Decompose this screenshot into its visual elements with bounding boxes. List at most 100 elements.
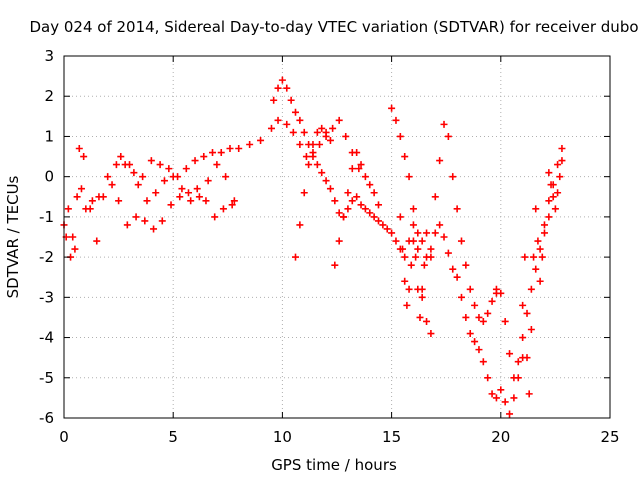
data-point (379, 221, 387, 229)
data-point (289, 128, 297, 136)
data-point (123, 221, 131, 229)
x-tick-label: 0 (59, 428, 69, 446)
data-point (540, 229, 548, 237)
y-axis-label: SDTVAR / TECUs (4, 175, 22, 298)
data-point (331, 261, 339, 269)
data-point (313, 128, 321, 136)
data-point (169, 173, 177, 181)
data-point (344, 189, 352, 197)
data-point (335, 209, 343, 217)
data-point (202, 197, 210, 205)
data-point (549, 193, 557, 201)
series-trace-c (115, 185, 236, 233)
data-point (219, 205, 227, 213)
data-point (488, 390, 496, 398)
data-point (86, 205, 94, 213)
axis-ticks: 0 5 10 15 20 25 -6 -5 -4 -3 -2 -1 0 1 2 3 (39, 47, 620, 446)
y-tick-label: 0 (44, 168, 54, 186)
data-point (457, 293, 465, 301)
data-point (187, 197, 195, 205)
data-point (213, 161, 221, 169)
data-point (165, 165, 173, 173)
data-point (313, 161, 321, 169)
data-point (506, 350, 514, 358)
data-point (497, 289, 505, 297)
data-point (479, 358, 487, 366)
data-point (287, 96, 295, 104)
data-point (141, 217, 149, 225)
data-point (278, 76, 286, 84)
data-point (274, 116, 282, 124)
data-point (405, 285, 413, 293)
data-point (115, 197, 123, 205)
series-trace-g (331, 149, 382, 269)
data-point (283, 120, 291, 128)
data-point (267, 124, 275, 132)
data-point (475, 313, 483, 321)
data-point (492, 285, 500, 293)
data-point (414, 245, 422, 253)
y-tick-label: -3 (39, 288, 54, 306)
data-point (492, 394, 500, 402)
data-point (453, 205, 461, 213)
data-point (484, 309, 492, 317)
data-point (147, 157, 155, 165)
data-point (283, 84, 291, 92)
data-point (501, 398, 509, 406)
data-point (409, 205, 417, 213)
data-point (558, 157, 566, 165)
data-point (558, 145, 566, 153)
data-point (77, 185, 85, 193)
data-point (300, 189, 308, 197)
data-point (167, 201, 175, 209)
y-tick-label: -2 (39, 248, 54, 266)
data-point (156, 161, 164, 169)
data-point (88, 197, 96, 205)
data-point (329, 124, 337, 132)
data-point (427, 330, 435, 338)
data-point (383, 225, 391, 233)
data-point (292, 108, 300, 116)
y-tick-label: -4 (39, 329, 54, 347)
data-point (178, 185, 186, 193)
data-point (217, 149, 225, 157)
data-point (335, 237, 343, 245)
data-point (274, 84, 282, 92)
data-point (139, 173, 147, 181)
data-point (366, 209, 374, 217)
series-trace-f (292, 124, 334, 261)
data-point (409, 221, 417, 229)
data-point (353, 193, 361, 201)
data-point (318, 124, 326, 132)
data-point (501, 317, 509, 325)
data-point (246, 140, 254, 148)
data-point (71, 245, 79, 253)
data-point (506, 410, 514, 418)
data-point (427, 253, 435, 261)
data-point (366, 181, 374, 189)
data-point (401, 277, 409, 285)
data-point (423, 317, 431, 325)
data-point (374, 217, 382, 225)
data-point (444, 249, 452, 257)
data-point (302, 153, 310, 161)
data-point (554, 161, 562, 169)
data-point (193, 185, 201, 193)
data-point (270, 96, 278, 104)
data-point (296, 140, 304, 148)
data-point (388, 229, 396, 237)
data-point (471, 301, 479, 309)
data-point (309, 140, 317, 148)
data-point (316, 140, 324, 148)
series-trace-a (60, 116, 282, 241)
data-point (444, 132, 452, 140)
data-point (104, 173, 112, 181)
y-tick-label: -6 (39, 409, 54, 427)
x-tick-label: 10 (273, 428, 292, 446)
data-point (348, 197, 356, 205)
data-point (108, 181, 116, 189)
data-point (130, 169, 138, 177)
data-point (556, 173, 564, 181)
series-trace-n (545, 157, 566, 213)
